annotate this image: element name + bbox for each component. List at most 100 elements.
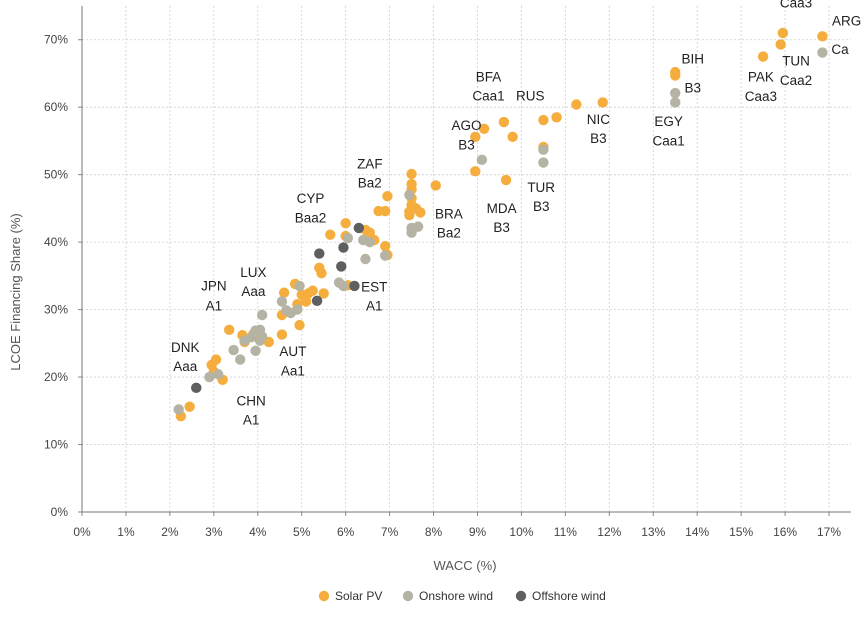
solar-pv-point [470,166,481,177]
onshore-wind-point [538,157,549,168]
solar-pv-point [478,123,490,134]
solar-pv-point [318,288,329,299]
annotation-label: ARG [832,14,861,29]
solar-pv-point [184,401,195,412]
annotation-label: RUS [516,88,545,103]
onshore-wind-point [213,369,224,380]
annotation-label: AGO [451,118,481,133]
x-tick-label: 15% [729,525,753,539]
legend-marker-offshore-wind [515,590,527,602]
annotation-label: Ca [831,42,849,57]
solar-pv-point [597,97,608,108]
solar-pv-point [415,207,426,218]
onshore-wind-point [406,227,417,238]
annotation-label: A1 [243,412,260,427]
annotation-label: B3 [458,138,475,153]
onshore-wind-point [292,304,303,315]
legend-label-solar-pv: Solar PV [335,589,382,603]
onshore-wind-point [476,154,488,166]
solar-pv-point [817,31,828,42]
x-tick-label: 6% [337,525,355,539]
annotation-label: Ba2 [358,175,382,190]
solar-pv-point [775,39,786,50]
solar-pv-point [380,205,391,217]
solar-pv-point [507,131,518,143]
solar-pv-point [500,174,512,186]
solar-pv-point [670,66,681,78]
annotation-label: B3 [493,220,510,235]
annotation-label: JPN [201,279,227,294]
annotation-label: Aaa [173,359,198,374]
x-tick-label: 10% [509,525,533,539]
annotation-label: A1 [366,298,383,313]
solar-pv-point [316,267,327,279]
solar-pv-point [325,229,336,240]
solar-pv-point [210,354,222,365]
offshore-wind-point [336,261,347,272]
y-tick-label: 20% [44,370,68,384]
onshore-wind-point [256,331,268,342]
x-axis-title: WACC (%) [433,558,496,573]
onshore-wind-point [404,189,415,201]
y-tick-label: 50% [44,168,68,182]
annotation-label: TUR [527,180,555,195]
solar-pv-point [777,27,789,39]
onshore-wind-point [342,232,354,244]
x-tick-label: 8% [425,525,443,539]
y-tick-label: 60% [44,100,68,114]
annotation-label: B3 [590,131,607,146]
offshore-wind-point [353,222,365,234]
x-tick-label: 11% [554,525,577,539]
onshore-wind-point [817,47,828,58]
onshore-wind-point [670,97,681,108]
x-tick-label: 0% [73,525,91,539]
gridlines [82,6,851,512]
onshore-wind-point [173,404,184,415]
annotation-label: Aaa [241,284,266,299]
x-tick-label: 14% [685,525,709,539]
solar-pv-point [340,218,351,229]
x-tick-label: 1% [117,525,135,539]
country-annotations: DNK Aaa JPN A1 LUX Aaa CHN A1 AUT Aa1 CYP Baa2 EST A1… [171,0,861,427]
data-points [173,27,828,422]
annotation-label: Caa1 [472,88,504,103]
y-tick-label: 70% [44,33,68,47]
x-tick-label: 9% [469,525,487,539]
x-tick-label: 3% [205,525,223,539]
legend-marker-onshore-wind [402,590,414,602]
annotation-label: TUN [782,53,810,68]
onshore-wind-point [538,144,549,155]
annotation-label: BFA [476,70,502,85]
annotation-label: EST [361,279,387,294]
onshore-wind-point [250,345,261,356]
x-tick-label: 2% [161,525,179,539]
y-tick-label: 40% [44,235,68,249]
onshore-wind-point [338,280,349,292]
annotation-label: Aa1 [281,364,305,379]
onshore-wind-point [234,354,246,365]
solar-pv-point [406,178,417,190]
x-tick-label: 12% [597,525,621,539]
offshore-wind-point [338,242,349,253]
solar-pv-point [406,168,417,180]
annotation-label: EGY [654,114,683,129]
offshore-wind-point [311,295,323,307]
onshore-wind-point [294,280,305,292]
annotation-label: Caa3 [745,89,777,104]
annotation-label: Caa1 [652,134,684,149]
annotation-label: CYP [297,191,325,206]
annotation-label: AUT [279,344,306,359]
annotation-label: CHN [237,393,266,408]
legend: Solar PV Onshore wind Offshore wind [318,589,606,603]
annotation-label: A1 [206,298,223,313]
onshore-wind-point [256,309,268,321]
onshore-wind-point [204,371,215,383]
onshore-wind-point [380,250,391,261]
annotation-label: Caa2 [780,73,812,88]
solar-pv-point [224,324,235,336]
solar-pv-point [276,329,288,340]
solar-pv-point [382,191,393,202]
annotation-label: MDA [487,201,517,216]
annotation-label: LUX [240,265,266,280]
offshore-wind-point [314,248,325,259]
